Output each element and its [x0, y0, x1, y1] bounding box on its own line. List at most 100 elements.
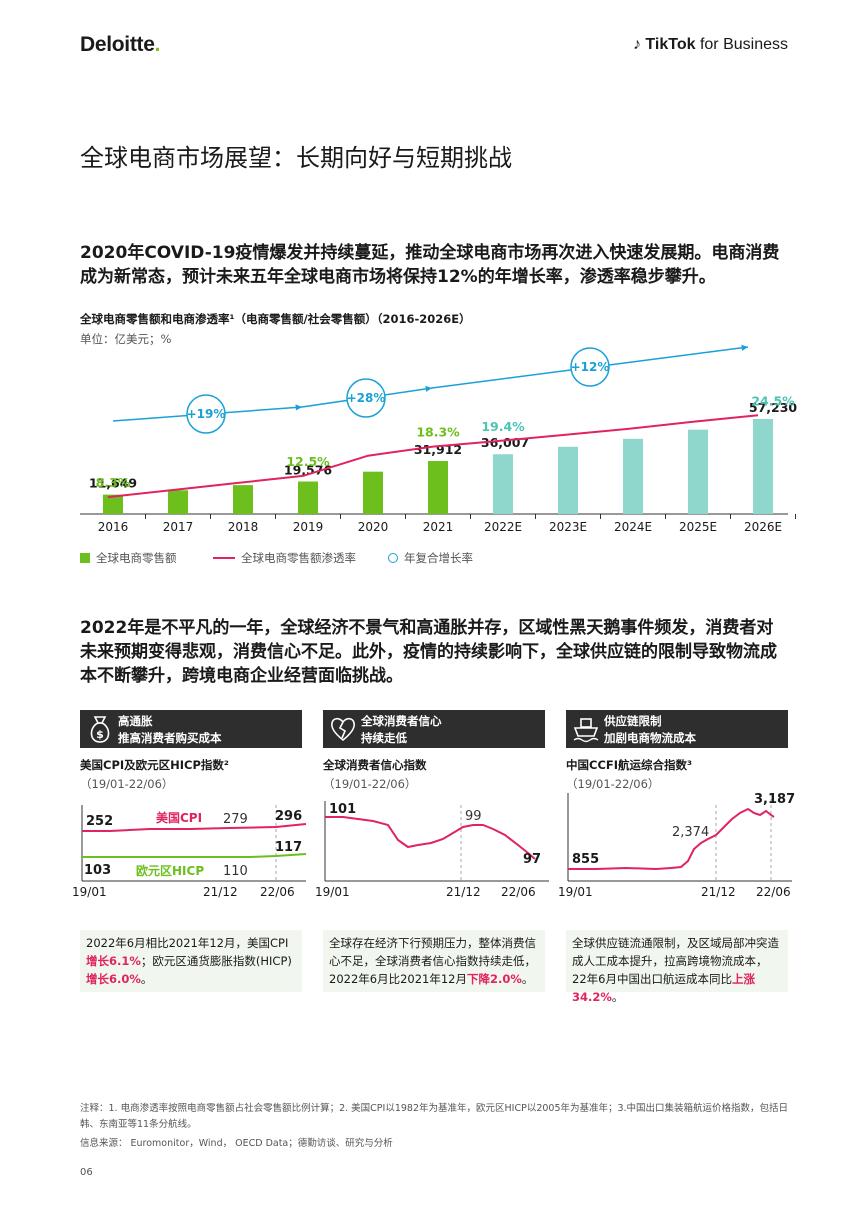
x-label-2023E: 2023E: [549, 520, 587, 534]
confidence-chart: 101 99 97 19/01 21/12 22/06: [315, 801, 549, 899]
cagr-label-0: +19%: [187, 407, 226, 421]
value-label-2026E: 57,230: [749, 400, 798, 415]
bar-2019: [298, 481, 318, 514]
card-supply-header: 供应链限制 加剧电商物流成本: [566, 710, 788, 748]
legend-swatch-penetration: [213, 557, 235, 559]
eu-hicp-series-label: 欧元区HICP: [136, 863, 204, 878]
bar-2024E: [623, 438, 643, 514]
cagr-circle-0: [186, 394, 226, 434]
tiktok-suffix: for Business: [699, 36, 788, 53]
x-label-2017: 2017: [163, 520, 194, 534]
card-inflation-subtitle: 美国CPI及欧元区HICP指数²: [80, 758, 229, 772]
page-number: 06: [80, 1167, 93, 1178]
confidence-x-label-0: 19/01: [315, 885, 350, 899]
legend-cagr: 年复合增长率: [388, 550, 473, 566]
card-confidence-note: 全球存在经济下行预期压力，整体消费信心不足，全球消费者信心指数持续走低，2022…: [323, 930, 545, 992]
bar-2016: [103, 494, 123, 514]
cagr-circle-2: [570, 347, 610, 387]
eu-hicp-label-start: 103: [84, 863, 111, 878]
lead-paragraph-1: 2020年COVID-19疫情爆发并持续蔓延，推动全球电商市场再次进入快速发展期…: [80, 243, 780, 287]
bar-2017: [168, 490, 188, 514]
cargo-ship-icon: [573, 718, 599, 743]
x-label-2022E: 2022E: [484, 520, 522, 534]
confidence-label-start: 101: [329, 802, 356, 817]
cagr-circle-1: [346, 378, 386, 418]
bar-2022E: [493, 454, 513, 514]
ccfi-label-end: 3,187: [754, 792, 795, 807]
x-label-2018: 2018: [228, 520, 259, 534]
x-label-2020: 2020: [358, 520, 389, 534]
confidence-x-label-2: 22/06: [501, 885, 536, 899]
legend-retail: 全球电商零售额: [80, 550, 177, 566]
ccfi-x-label-0: 19/01: [558, 885, 593, 899]
tiktok-for-business-logo: ♪ TikTok for Business: [633, 36, 788, 54]
confidence-label-end: 97: [523, 852, 541, 867]
rate-label-2022E: 19.4%: [481, 419, 525, 434]
penetration-line: [107, 414, 759, 499]
card-confidence-header: 全球消费者信心 持续走低: [323, 710, 545, 748]
page-title: 全球电商市场展望：长期向好与短期挑战: [80, 144, 512, 172]
value-label-2016: 11,649: [89, 476, 137, 491]
rate-label-2026E: 24.5%: [751, 393, 795, 408]
ccfi-label-start: 855: [572, 852, 599, 867]
card-inflation-header: $ 高通胀 推高消费者购买成本: [80, 710, 302, 748]
rate-label-2019: 12.5%: [286, 454, 330, 469]
cpi-chart: 252 美国CPI 279 296 103 欧元区HICP 110 117 19…: [72, 805, 307, 899]
us-cpi-label-mid: 279: [223, 812, 248, 827]
legend-penetration: 全球电商零售额渗透率: [213, 550, 356, 566]
ccfi-chart: 855 2,374 3,187 19/01 21/12 22/06: [558, 792, 795, 899]
money-bag-icon: $: [90, 716, 110, 743]
legend-swatch-retail: [80, 553, 90, 563]
deloitte-logo: Deloitte.: [80, 33, 161, 56]
cagr-arrowhead-2: [741, 344, 748, 351]
card-inflation-note: 2022年6月相比2021年12月，美国CPI增长6.1%；欧元区通货膨胀指数(…: [80, 930, 302, 992]
chart-title: 全球电商零售额和电商渗透率¹（电商零售额/社会零售额）（2016-2026E）: [80, 312, 471, 326]
us-cpi-label-start: 252: [86, 814, 113, 829]
lead-paragraph-2: 2022年是不平凡的一年，全球经济不景气和高通胀并存，区域性黑天鹅事件频发，消费…: [80, 618, 777, 686]
tiktok-note-icon: ♪: [632, 36, 641, 53]
cpi-x-label-0: 19/01: [72, 885, 107, 899]
us-cpi-line: [82, 823, 307, 832]
x-label-2024E: 2024E: [614, 520, 652, 534]
eu-hicp-label-end: 117: [275, 840, 302, 855]
bar-2026E: [753, 419, 773, 514]
card-confidence-range: （19/01-22/06）: [323, 777, 417, 791]
tiktok-brand: TikTok: [645, 36, 696, 53]
cagr-arrowhead-0: [295, 404, 302, 411]
card-confidence-subtitle: 全球消费者信心指数: [323, 758, 427, 772]
us-cpi-label-end: 296: [275, 809, 302, 824]
x-label-2021: 2021: [423, 520, 454, 534]
x-label-2026E: 2026E: [744, 520, 782, 534]
cpi-x-label-1: 21/12: [203, 885, 238, 899]
card-inflation-range: （19/01-22/06）: [80, 777, 174, 791]
chart-unit: 单位：亿美元；%: [80, 332, 172, 346]
ccfi-line: [568, 807, 775, 871]
bar-2020: [363, 471, 383, 514]
bar-2018: [233, 485, 253, 514]
bar-2025E: [688, 429, 708, 514]
eu-hicp-label-mid: 110: [223, 864, 248, 879]
value-label-2019: 19,576: [284, 463, 333, 478]
x-label-2025E: 2025E: [679, 520, 717, 534]
card-supply-note: 全球供应链流通限制，及区域局部冲突造成人工成本提升，拉高跨境物流成本，22年6月…: [566, 930, 788, 1004]
ccfi-x-label-1: 21/12: [701, 885, 736, 899]
bar-2021: [428, 461, 448, 514]
cagr-arrowhead-1: [425, 385, 432, 392]
rate-label-2016: 8.3%: [96, 475, 131, 490]
ccfi-x-label-2: 22/06: [756, 885, 791, 899]
eu-hicp-line: [82, 853, 307, 858]
cagr-label-1: +28%: [347, 391, 386, 405]
cagr-label-2: +12%: [571, 360, 610, 374]
x-label-2016: 2016: [98, 520, 129, 534]
card-supply-subtitle: 中国CCFI航运综合指数³: [566, 758, 693, 772]
bar-2023E: [558, 446, 578, 514]
footnote-notes: 注释：1. 电商渗透率按照电商零售额占社会零售额比例计算；2. 美国CPI以19…: [80, 1103, 789, 1130]
us-cpi-series-label: 美国CPI: [156, 810, 202, 825]
svg-text:$: $: [96, 728, 104, 741]
confidence-line: [325, 816, 536, 860]
card-supply-range: （19/01-22/06）: [566, 777, 660, 791]
ccfi-label-mid: 2,374: [672, 825, 709, 840]
confidence-label-mid: 99: [465, 809, 482, 824]
rate-label-2021: 18.3%: [416, 425, 460, 440]
